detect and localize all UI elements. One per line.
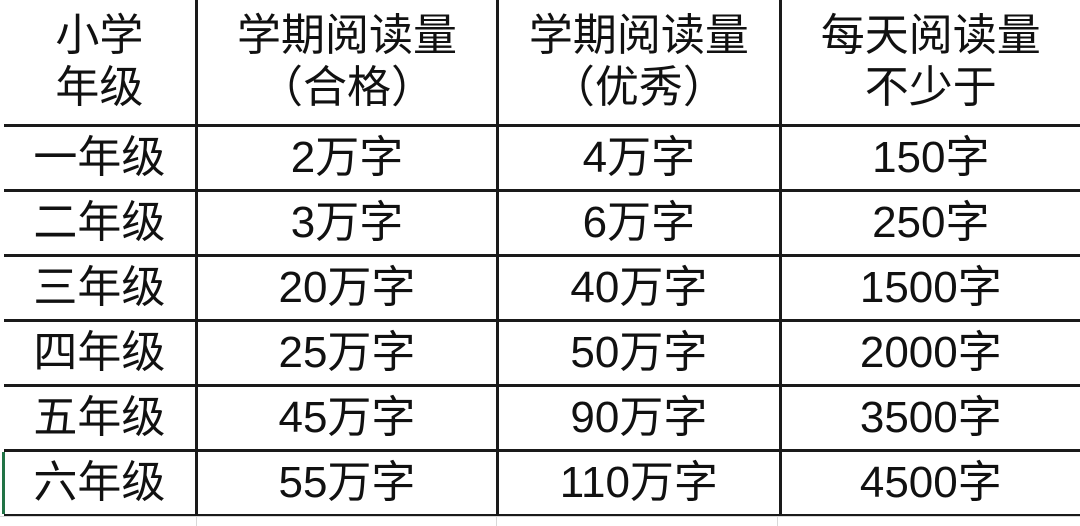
cell-semester-excellent[interactable]: 6万字 bbox=[496, 189, 782, 257]
cell-grade[interactable]: 一年级 bbox=[4, 124, 198, 192]
cell-daily-minimum[interactable]: 3500字 bbox=[778, 384, 1080, 452]
header-grade[interactable]: 小学 年级 bbox=[4, 0, 198, 127]
header-line: 学期阅读量 bbox=[236, 11, 457, 60]
table-row: 二年级 3万字 6万字 250字 bbox=[4, 189, 1080, 257]
cell-semester-excellent[interactable]: 90万字 bbox=[496, 384, 782, 452]
header-line: （优秀） bbox=[550, 63, 727, 112]
cell-semester-pass[interactable]: 55万字 bbox=[194, 449, 500, 517]
selected-row-indicator bbox=[2, 452, 5, 514]
header-line: （合格） bbox=[258, 63, 435, 112]
header-line: 每天阅读量 bbox=[820, 11, 1041, 60]
cell-daily-minimum[interactable]: 150字 bbox=[778, 124, 1080, 192]
header-line: 学期阅读量 bbox=[528, 11, 749, 60]
cell-semester-excellent[interactable]: 50万字 bbox=[496, 319, 782, 387]
cell-daily-minimum[interactable]: 1500字 bbox=[778, 254, 1080, 322]
cell-grade[interactable]: 三年级 bbox=[4, 254, 198, 322]
cell-grade[interactable]: 五年级 bbox=[4, 384, 198, 452]
cell-semester-excellent[interactable]: 4万字 bbox=[496, 124, 782, 192]
cell-semester-pass[interactable]: 20万字 bbox=[194, 254, 500, 322]
header-daily-minimum[interactable]: 每天阅读量 不少于 bbox=[778, 0, 1080, 127]
cell-daily-minimum[interactable]: 250字 bbox=[778, 189, 1080, 257]
cell-semester-pass[interactable]: 3万字 bbox=[194, 189, 500, 257]
cell-semester-excellent[interactable]: 110万字 bbox=[496, 449, 782, 517]
table-row: 六年级 55万字 110万字 4500字 bbox=[4, 449, 1080, 517]
cell-grade[interactable]: 六年级 bbox=[4, 449, 198, 517]
reading-requirements-table: 小学 年级 学期阅读量 （合格） 学期阅读量 （优秀） 每天阅读量 不少于 一年级 2万字 4万字… bbox=[4, 0, 1080, 517]
cell-semester-pass[interactable]: 25万字 bbox=[194, 319, 500, 387]
cell-semester-excellent[interactable]: 40万字 bbox=[496, 254, 782, 322]
cell-semester-pass[interactable]: 45万字 bbox=[194, 384, 500, 452]
cell-daily-minimum[interactable]: 2000字 bbox=[778, 319, 1080, 387]
table-row: 四年级 25万字 50万字 2000字 bbox=[4, 319, 1080, 387]
table-row: 一年级 2万字 4万字 150字 bbox=[4, 124, 1080, 192]
cell-daily-minimum[interactable]: 4500字 bbox=[778, 449, 1080, 517]
header-semester-excellent[interactable]: 学期阅读量 （优秀） bbox=[496, 0, 782, 127]
next-empty-row bbox=[0, 516, 1080, 526]
header-semester-pass[interactable]: 学期阅读量 （合格） bbox=[194, 0, 500, 127]
header-line: 小学 bbox=[55, 11, 144, 60]
header-line: 年级 bbox=[55, 63, 144, 112]
cell-grade[interactable]: 二年级 bbox=[4, 189, 198, 257]
cell-semester-pass[interactable]: 2万字 bbox=[194, 124, 500, 192]
header-line: 不少于 bbox=[864, 63, 997, 112]
table-row: 三年级 20万字 40万字 1500字 bbox=[4, 254, 1080, 322]
table-row: 五年级 45万字 90万字 3500字 bbox=[4, 384, 1080, 452]
header-row: 小学 年级 学期阅读量 （合格） 学期阅读量 （优秀） 每天阅读量 不少于 bbox=[4, 0, 1080, 127]
cell-grade[interactable]: 四年级 bbox=[4, 319, 198, 387]
